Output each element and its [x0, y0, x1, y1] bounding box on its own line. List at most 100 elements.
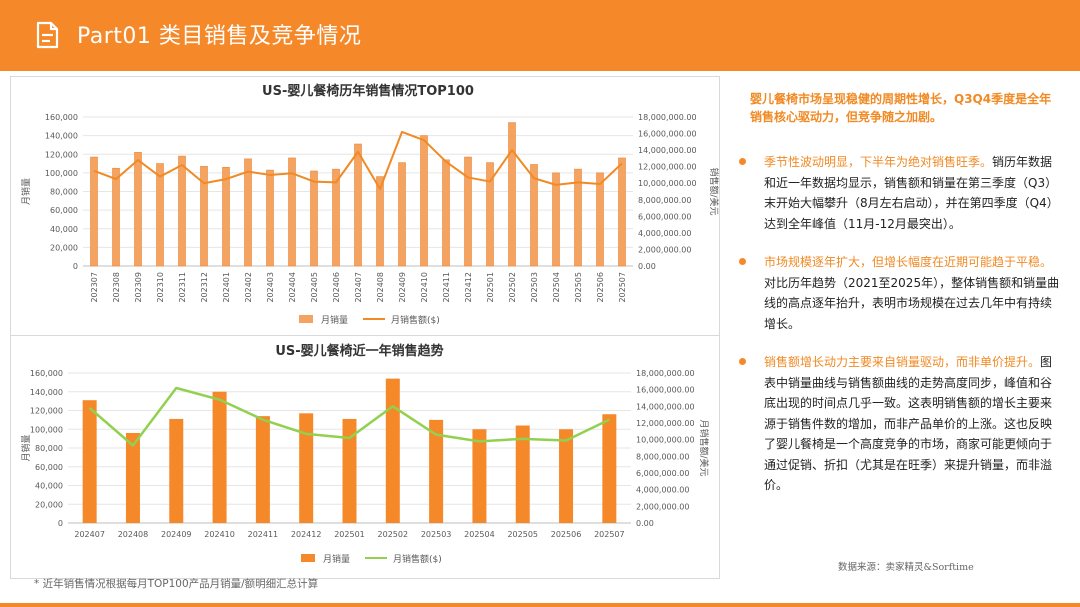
bar	[596, 172, 604, 267]
x-tick-label: 202406	[332, 272, 341, 303]
y-tick-label: 140,000	[30, 388, 63, 397]
legend-swatch-bar	[299, 315, 313, 323]
bar	[429, 419, 444, 523]
insight-panel: 婴儿餐椅市场呈现稳健的周期性增长，Q3Q4季度是全年销售核心驱动力，但竞争随之加…	[736, 90, 1062, 496]
y-tick-label: 60,000	[35, 463, 63, 472]
bar	[552, 172, 560, 267]
x-tick-label: 202506	[551, 530, 582, 539]
insight-lead: 销售额增长动力主要来自销量驱动，而非单价提升。	[764, 355, 1041, 369]
y2-tick-label: 12,000,000.00	[638, 163, 697, 172]
y2-tick-label: 8,000,000.00	[638, 196, 691, 205]
y-tick-label: 80,000	[35, 444, 63, 453]
bar	[602, 414, 617, 523]
bar	[442, 159, 450, 267]
x-tick-label: 202404	[288, 272, 297, 303]
y2-tick-label: 2,000,000.00	[638, 245, 691, 254]
legend-label: 月销量	[323, 553, 350, 565]
x-tick-label: 202407	[354, 272, 363, 303]
bar	[255, 416, 270, 523]
bar	[342, 418, 357, 523]
bar	[385, 378, 400, 523]
insight-lead: 市场规模逐年扩大，但增长幅度在近期可能趋于平稳。	[764, 255, 1053, 269]
bar	[530, 164, 538, 267]
chart-recent-svg: US-婴儿餐椅近一年销售趋势 0 20,000 40,000 60,000 80,000 1…	[20, 343, 710, 565]
x-tick-label: 202412	[464, 272, 473, 303]
y-tick-label: 0	[58, 519, 63, 528]
x-tick-label: 202408	[376, 272, 385, 303]
bar	[420, 135, 428, 267]
bar	[266, 169, 274, 267]
bar	[222, 166, 230, 267]
bar	[559, 429, 574, 523]
x-tick-label: 202408	[118, 530, 149, 539]
x-tick-label: 202507	[594, 530, 625, 539]
legend-label: 月销量	[321, 314, 348, 326]
x-tick-label: 202309	[134, 272, 143, 303]
bar	[125, 433, 140, 523]
y2-tick-label: 6,000,000.00	[638, 212, 691, 221]
y2-tick-label: 10,000,000.00	[636, 436, 695, 445]
y-tick-label: 40,000	[35, 482, 63, 491]
y2-tick-label: 14,000,000.00	[638, 146, 697, 155]
bar	[178, 155, 186, 267]
x-tick-label: 202412	[291, 530, 322, 539]
insight-body: 图表中销量曲线与销售额曲线的走势高度同步，峰值和谷底出现的时间点几乎一致。这表明…	[764, 355, 1053, 492]
y-tick-label: 80,000	[50, 188, 78, 197]
y2-tick-label: 16,000,000.00	[636, 386, 695, 395]
bullet-icon	[739, 158, 746, 165]
y2-axis-title: 销售额/美元	[708, 167, 719, 215]
bar	[212, 391, 227, 523]
series-line	[93, 130, 623, 191]
bar	[299, 413, 314, 523]
bar	[574, 168, 582, 267]
bullet-icon	[739, 258, 746, 265]
x-tick-label: 202310	[156, 272, 165, 303]
y-axis-title: 月销量	[20, 434, 32, 461]
chart-recent-year: US-婴儿餐椅近一年销售趋势 0 20,000 40,000 60,000 80,000 1…	[10, 335, 720, 579]
y2-tick-label: 2,000,000.00	[636, 502, 689, 511]
x-tick-label: 202307	[90, 272, 99, 303]
bar	[472, 429, 487, 523]
bar	[618, 157, 626, 267]
y2-tick-label: 4,000,000.00	[638, 229, 691, 238]
x-tick-label: 202503	[421, 530, 452, 539]
y-tick-label: 120,000	[45, 150, 78, 159]
bar	[288, 157, 296, 267]
bullet-icon	[739, 358, 746, 365]
x-tick-label: 202505	[574, 272, 583, 303]
x-tick-label: 202410	[420, 272, 429, 303]
x-tick-label: 202405	[310, 272, 319, 303]
y2-tick-label: 14,000,000.00	[636, 402, 695, 411]
y2-tick-label: 10,000,000.00	[638, 179, 697, 188]
bar	[90, 156, 98, 267]
y-tick-label: 20,000	[35, 500, 63, 509]
x-tick-label: 202410	[204, 530, 235, 539]
bar	[134, 152, 142, 267]
insight-point-volume-driven: 销售额增长动力主要来自销量驱动，而非单价提升。图表中销量曲线与销售额曲线的走势高…	[736, 352, 1062, 496]
bar	[169, 418, 184, 523]
bar	[332, 168, 340, 267]
y-tick-label: 100,000	[30, 425, 63, 434]
insight-body: 销历年数据和近一年数据均显示，销售额和销量在第三季度（Q3）末开始大幅攀升（8月…	[764, 155, 1059, 231]
x-tick-label: 202411	[248, 530, 279, 539]
bar	[200, 166, 208, 267]
y2-tick-label: 8,000,000.00	[636, 452, 689, 461]
bar	[156, 163, 164, 267]
x-tick-label: 202502	[378, 530, 409, 539]
x-tick-label: 202409	[398, 272, 407, 303]
x-tick-label: 202402	[244, 272, 253, 303]
y2-tick-label: 0.00	[636, 519, 654, 528]
y-tick-label: 120,000	[30, 407, 63, 416]
bar	[464, 156, 472, 267]
x-tick-label: 202501	[486, 272, 495, 303]
y-tick-label: 140,000	[45, 132, 78, 141]
x-tick-label: 202504	[464, 530, 495, 539]
y-axis-title: 月销量	[20, 178, 32, 205]
legend-label: 月销售额($)	[391, 314, 440, 326]
document-icon	[36, 21, 59, 49]
x-tick-label: 202501	[334, 530, 365, 539]
x-tick-label: 202503	[530, 272, 539, 303]
x-tick-label: 202409	[161, 530, 192, 539]
chart-title: US-婴儿餐椅近一年销售趋势	[275, 343, 443, 359]
x-tick-label: 202504	[552, 272, 561, 303]
